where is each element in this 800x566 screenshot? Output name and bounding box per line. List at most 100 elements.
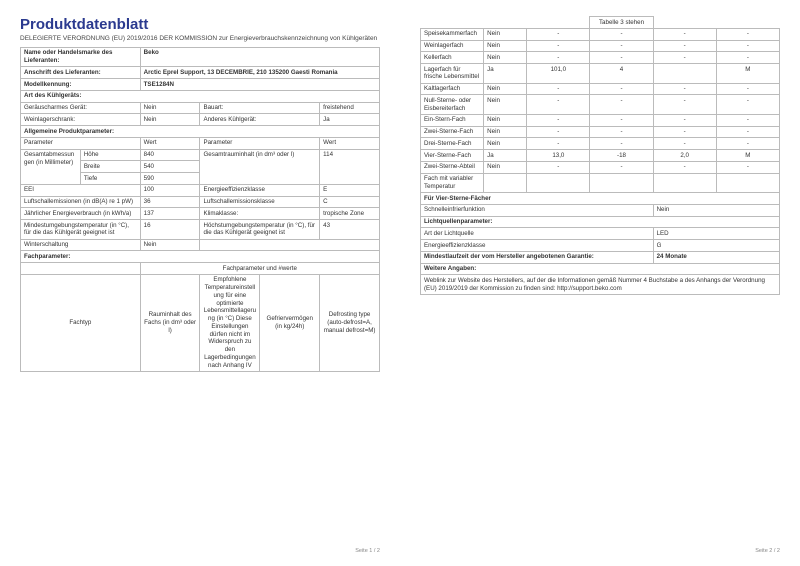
compartment-cell — [590, 173, 653, 193]
compartment-cell: 101,0 — [527, 64, 590, 84]
height-value: 840 — [140, 149, 200, 161]
col-raum: Rauminhalt des Fachs (in dm³ oder l) — [140, 274, 200, 371]
compartment-cell: - — [716, 138, 779, 150]
supplier-addr-label: Anschrift des Lieferanten: — [21, 67, 141, 79]
eec-label: Energieeffizienzklasse — [200, 184, 320, 196]
model-label: Modellkennung: — [21, 79, 141, 91]
compartment-cell: Fach mit variabler Temperatur — [421, 173, 484, 193]
compartment-cell: Nein — [484, 126, 527, 138]
col-fachtyp: Fachtyp — [21, 274, 141, 371]
compartment-cell: - — [590, 138, 653, 150]
compartment-cell: Nein — [484, 95, 527, 115]
design-value: freistehend — [320, 102, 380, 114]
col-def: Defrosting type (auto-defrost=A, manual … — [320, 274, 380, 371]
gen-params-section: Allgemeine Produktparameter: — [21, 126, 380, 138]
noise-class-label: Luftschallemissionsklasse — [200, 196, 320, 208]
fastfreeze-label: Schnelleinfrierfunktion — [421, 204, 654, 216]
col-gef: Gefriervermögen (in kg/24h) — [260, 274, 320, 371]
compartment-cell: Zwei-Sterne-Abteil — [421, 161, 484, 173]
param-hdr-1: Parameter — [21, 137, 141, 149]
compartment-cell: - — [527, 28, 590, 40]
compartment-cell: Nein — [484, 138, 527, 150]
compartment-cell: Nein — [484, 52, 527, 64]
compartment-cell — [653, 173, 716, 193]
width-value: 540 — [140, 161, 200, 173]
compartment-cell — [653, 64, 716, 84]
compartment-cell: - — [653, 83, 716, 95]
totvol-label: Gesamtrauminhalt (in dm³ oder l) — [200, 149, 320, 184]
page-2: Tabelle 3 stehen SpeisekammerfachNein---… — [410, 10, 790, 556]
fastfreeze-value: Nein — [653, 204, 779, 216]
compartment-cell: - — [590, 28, 653, 40]
four-star-section: Für Vier-Sterne-Fächer — [421, 193, 780, 205]
empty-cell — [200, 239, 380, 251]
warranty-value: 24 Monate — [653, 251, 779, 263]
compartment-cell: - — [716, 40, 779, 52]
depth-value: 590 — [140, 173, 200, 185]
noise-class-value: C — [320, 196, 380, 208]
compartment-cell: - — [653, 126, 716, 138]
compartment-cell: - — [653, 40, 716, 52]
tab3-hdr: Tabelle 3 stehen — [590, 17, 653, 29]
model-value: TSE1284N — [140, 79, 379, 91]
mintemp-label: Mindestumgebungstemperatur (in °C), für … — [21, 220, 141, 240]
supplier-name-label: Name oder Handelsmarke des Lieferanten: — [21, 47, 141, 67]
winter-value: Nein — [140, 239, 200, 251]
compartment-cell: - — [527, 83, 590, 95]
light-type-label: Art der Lichtquelle — [421, 228, 654, 240]
other-value: Ja — [320, 114, 380, 126]
compartment-cell: - — [590, 126, 653, 138]
eei-value: 100 — [140, 184, 200, 196]
compartment-cell: Nein — [484, 28, 527, 40]
climate-value: tropische Zone — [320, 208, 380, 220]
annual-label: Jährlicher Energieverbrauch (in kWh/a) — [21, 208, 141, 220]
depth-label: Tiefe — [80, 173, 140, 185]
compartment-cell: - — [590, 40, 653, 52]
compartment-cell: - — [527, 95, 590, 115]
compartment-cell — [484, 173, 527, 193]
wert-hdr-1: Wert — [140, 137, 200, 149]
compartment-cell: - — [716, 83, 779, 95]
fachparam-werte: Fachparameter und #werte — [140, 263, 379, 275]
compartment-cell: - — [653, 95, 716, 115]
compartment-cell: Weinlagerfach — [421, 40, 484, 52]
compartment-cell: Nein — [484, 114, 527, 126]
compartment-cell: - — [527, 161, 590, 173]
compartment-cell: - — [716, 28, 779, 40]
compartment-cell: Ein-Stern-Fach — [421, 114, 484, 126]
compartment-cell: Nein — [484, 161, 527, 173]
noise-label: Luftschallemissionen (in dB(A) re 1 pW) — [21, 196, 141, 208]
compartment-cell: - — [716, 114, 779, 126]
compartment-cell: - — [653, 52, 716, 64]
param-hdr-2: Parameter — [200, 137, 320, 149]
datasheet-table: Name oder Handelsmarke des Lieferanten:B… — [20, 47, 380, 372]
light-type-value: LED — [653, 228, 779, 240]
compartment-cell: - — [716, 95, 779, 115]
height-label: Höhe — [80, 149, 140, 161]
fachparam-section: Fachparameter: — [21, 251, 380, 263]
eec-value: E — [320, 184, 380, 196]
annual-value: 137 — [140, 208, 200, 220]
compartment-cell: -18 — [590, 150, 653, 162]
weblink-text: Weblink zur Website des Herstellers, auf… — [421, 275, 780, 295]
compartment-cell: M — [716, 64, 779, 84]
winter-label: Winterschaltung — [21, 239, 141, 251]
compartment-cell: - — [590, 52, 653, 64]
eei-label: EEI — [21, 184, 141, 196]
noise-value: 36 — [140, 196, 200, 208]
compartment-cell: Drei-Sterne-Fach — [421, 138, 484, 150]
doc-subtitle: DELEGIERTE VERORDNUNG (EU) 2019/2016 DER… — [20, 35, 380, 43]
compartment-cell: - — [653, 138, 716, 150]
light-eec-value: G — [653, 240, 779, 252]
compartment-cell: - — [716, 52, 779, 64]
compartment-cell: - — [653, 161, 716, 173]
mintemp-value: 16 — [140, 220, 200, 240]
compartments-table: Tabelle 3 stehen SpeisekammerfachNein---… — [420, 16, 780, 295]
other-label: Anderes Kühlgerät: — [200, 114, 320, 126]
compartment-cell: Ja — [484, 64, 527, 84]
compartment-cell: Nein — [484, 40, 527, 52]
compartment-cell: Lagerfach für frische Lebensmittel — [421, 64, 484, 84]
compartment-cell: - — [653, 114, 716, 126]
dims-label: Gesamtabmessungen (in Millimeter) — [21, 149, 81, 184]
compartment-cell: - — [527, 126, 590, 138]
